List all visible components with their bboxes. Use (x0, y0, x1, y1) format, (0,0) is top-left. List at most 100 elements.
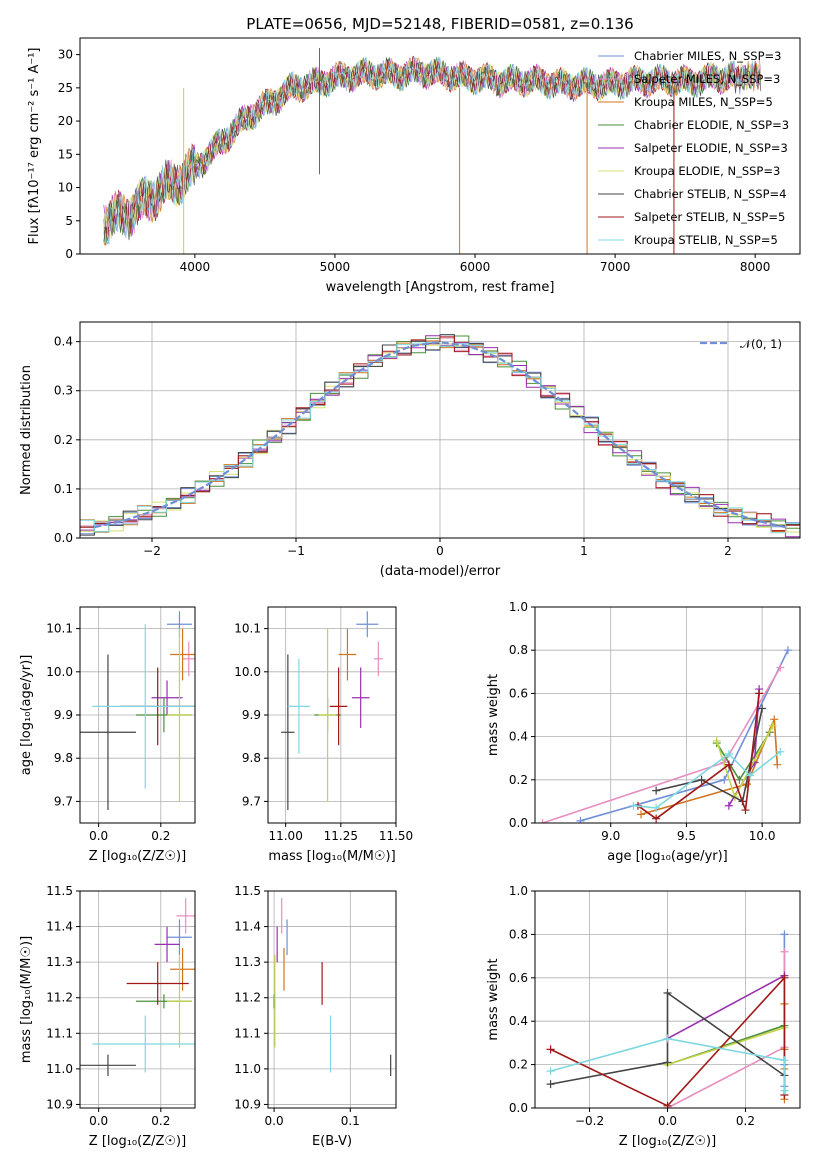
plot-area (281, 611, 383, 811)
axes-frame (267, 890, 397, 1109)
axes-frame (534, 606, 801, 824)
x-tick-label: 0.2 (151, 829, 170, 843)
y-tick-label: 10.1 (46, 622, 73, 636)
y-tick-label: 9.8 (242, 751, 261, 765)
y-tick-label: 11.5 (46, 884, 73, 898)
y-tick-label: 0.1 (54, 482, 73, 496)
x-axis-label: Z [log₁₀(Z/Z☉)] (89, 849, 186, 864)
data-point (576, 816, 585, 823)
x-tick-label: 11.00 (268, 829, 302, 843)
x-tick-label: 11.25 (324, 829, 358, 843)
data-point (735, 775, 744, 784)
y-tick-label: 9.7 (54, 794, 73, 808)
y-tick-label: 10.0 (46, 665, 73, 679)
y-tick-label: 11.3 (46, 955, 73, 969)
x-axis-label: wavelength [Angstrom, rest frame] (326, 280, 555, 295)
panel-mass-vs-EBV: 0.0 0.1 10.9 11.0 11.1 11.2 11.3 11.4 11.5 E(B-V) (234, 884, 397, 1149)
weight-line (550, 1037, 786, 1091)
y-tick-label: 0.4 (509, 1014, 528, 1028)
spectrum-line (103, 57, 761, 244)
y-tick-label: 9.9 (242, 708, 261, 722)
y-tick-label: 11.3 (234, 955, 261, 969)
x-tick-label: 0.0 (89, 1114, 108, 1128)
legend-label: Kroupa STELIB, N_SSP=5 (634, 233, 778, 247)
y-axis-label: Flux [fλ10⁻¹⁷ erg cm⁻² s⁻¹ A⁻¹] (27, 48, 42, 245)
weight-line (667, 974, 785, 1040)
data-point (637, 810, 645, 819)
x-axis-label: Z [log₁₀(Z/Z☉)] (89, 1134, 186, 1149)
panel-age-vs-Z: 0.0 0.2 9.7 9.8 9.9 10.0 10.1 Z [log₁₀(Z/Z☉)] ag… (19, 606, 196, 864)
legend-label: Kroupa ELODIE, N_SSP=3 (634, 164, 780, 178)
spectrum-line (103, 55, 762, 241)
x-tick-label: 8000 (740, 260, 771, 274)
data-point (746, 771, 755, 780)
weight-line (542, 667, 781, 823)
data-point (546, 1067, 555, 1076)
y-tick-label: 11.0 (46, 1062, 73, 1076)
legend-label: Salpeter MILES, N_SSP=3 (634, 72, 780, 86)
y-tick-label: 10.9 (234, 1097, 261, 1111)
y-tick-label: 1.0 (509, 600, 528, 614)
legend-label: Chabrier ELODIE, N_SSP=3 (634, 118, 789, 132)
data-point (724, 801, 733, 810)
plot-area (273, 898, 392, 1076)
panel-mass-weight-vs-age: 9.0 9.5 10.0 0.0 0.2 0.4 0.6 0.8 1.0 age [log₁₀(a… (486, 600, 801, 864)
data-point (780, 930, 789, 939)
y-tick-label: 9.8 (54, 751, 73, 765)
y-tick-label: 9.9 (54, 708, 73, 722)
x-tick-label: 0.0 (658, 1114, 677, 1128)
y-tick-label: 0.0 (509, 816, 528, 830)
plot-area (103, 47, 762, 254)
y-tick-label: 11.4 (46, 920, 73, 934)
weight-line (550, 975, 786, 1107)
axes-frame (79, 37, 801, 255)
y-tick-label: 0 (65, 247, 73, 261)
spectrum-line (103, 56, 762, 240)
data-point (776, 663, 785, 672)
x-tick-label: 0.2 (736, 1114, 755, 1128)
plot-area (80, 898, 195, 1076)
data-point (720, 775, 729, 784)
data-point (724, 760, 733, 769)
y-tick-label: 0.4 (54, 335, 73, 349)
y-axis-label: Normed distribution (19, 365, 34, 495)
x-tick-label: 0.0 (265, 1114, 284, 1128)
x-tick-label: 0.0 (89, 829, 108, 843)
data-point (663, 1034, 672, 1043)
panel-mass-vs-Z: 0.0 0.2 10.9 11.0 11.1 11.2 11.3 11.4 11.5 Z [log… (19, 884, 196, 1149)
y-axis-label: mass weight (486, 958, 501, 1040)
weight-line (640, 718, 779, 816)
data-point (783, 646, 792, 655)
x-axis-label: age [log₁₀(age/yr)] (607, 849, 728, 864)
weight-line (550, 991, 785, 1085)
y-tick-label: 11.5 (234, 884, 261, 898)
y-tick-label: 0.8 (509, 643, 528, 657)
weight-line (655, 708, 763, 803)
data-point (780, 947, 789, 956)
x-tick-label: 0 (436, 544, 444, 558)
panel-residuals: −2 −1 0 1 2 0.0 0.1 0.2 0.3 0.4 (data-model)/error… (19, 321, 801, 579)
x-tick-label: 0.2 (151, 1114, 170, 1128)
y-tick-label: 0.6 (509, 686, 528, 700)
x-tick-label: 5000 (320, 260, 351, 274)
panel-mass-weight-vs-Z: −0.2 0.0 0.2 0.0 0.2 0.4 0.6 0.8 1.0 Z [log₁₀(Z/Z… (486, 884, 801, 1149)
legend-label: Salpeter STELIB, N_SSP=5 (634, 210, 785, 224)
y-tick-label: 0.4 (509, 730, 528, 744)
normal-curve (94, 340, 786, 529)
x-tick-label: 9.0 (601, 829, 620, 843)
data-point (546, 1080, 555, 1089)
panel-spectrum: 4000 5000 6000 7000 8000 0 5 10 15 20 25 30 waveleng… (27, 15, 801, 295)
data-point (776, 747, 785, 756)
y-tick-label: 11.2 (234, 991, 261, 1005)
y-tick-label: 10.1 (234, 622, 261, 636)
y-axis-label: mass [log₁₀(M/M☉)] (19, 936, 34, 1063)
y-tick-label: 11.4 (234, 920, 261, 934)
data-point (712, 736, 721, 745)
y-axis-label: age [log₁₀(age/yr)] (19, 655, 34, 776)
histogram-line (80, 342, 800, 534)
data-point (773, 760, 782, 769)
chart-title: PLATE=0656, MJD=52148, FIBERID=0581, z=0… (246, 15, 633, 33)
y-tick-label: 11.1 (234, 1026, 261, 1040)
y-tick-label: 15 (58, 147, 73, 161)
